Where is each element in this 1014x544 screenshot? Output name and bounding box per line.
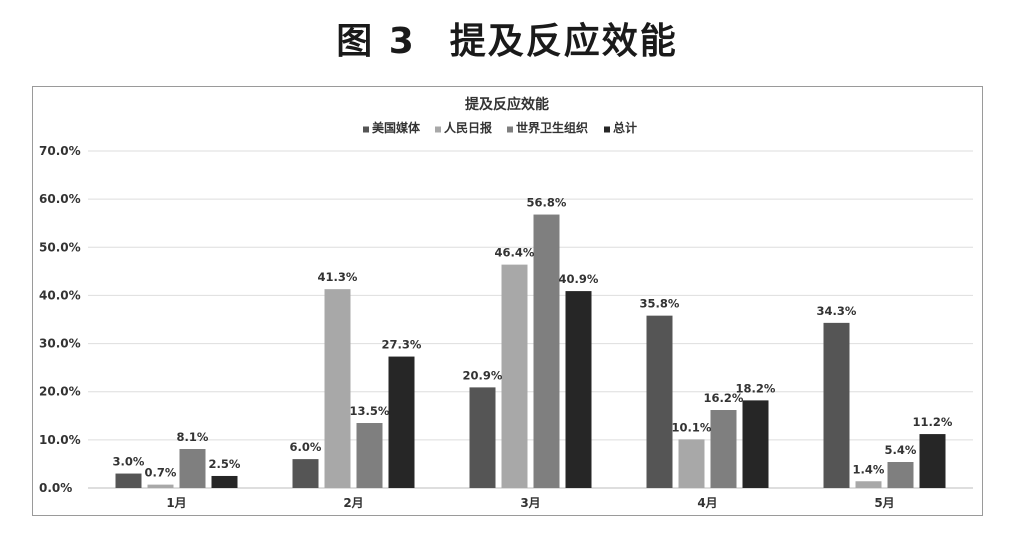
x-tick-label: 2月 bbox=[343, 496, 363, 510]
bar bbox=[855, 481, 882, 488]
legend-swatch bbox=[507, 126, 513, 133]
y-axis: 0.0% 10.0% 20.0% 30.0% 40.0% 50.0% 60.0% 70.0% bbox=[39, 144, 81, 495]
legend-label: 人民日报 bbox=[444, 120, 492, 135]
bar-chart: 提及反应效能 美国媒体 人民日报 世界卫生组织 总计 0.0% 10.0% 20.0% 30… bbox=[39, 96, 973, 510]
bar bbox=[469, 387, 496, 488]
data-label: 16.2% bbox=[704, 391, 744, 405]
data-label: 20.9% bbox=[463, 368, 503, 382]
bar bbox=[678, 439, 705, 488]
bar bbox=[147, 484, 174, 488]
bar bbox=[388, 356, 415, 488]
bars bbox=[115, 214, 946, 488]
figure-caption: 图 3 提及反应效能 bbox=[0, 12, 1014, 64]
data-label: 3.0% bbox=[113, 455, 145, 469]
y-tick-label: 30.0% bbox=[39, 337, 81, 351]
data-label: 34.3% bbox=[817, 304, 857, 318]
data-label: 27.3% bbox=[382, 338, 422, 352]
data-label: 40.9% bbox=[559, 272, 599, 286]
y-tick-label: 60.0% bbox=[39, 192, 81, 206]
gridlines bbox=[88, 150, 973, 489]
legend-label: 世界卫生组织 bbox=[516, 120, 588, 135]
bar bbox=[646, 315, 673, 488]
data-label: 35.8% bbox=[640, 297, 680, 311]
data-labels: 3.0%0.7% 8.1%2.5% 6.0% 41.3% 13.5% 27.3% 20.9%… bbox=[113, 196, 953, 480]
legend-label: 美国媒体 bbox=[372, 120, 421, 135]
x-tick-label: 4月 bbox=[697, 496, 717, 510]
legend: 美国媒体 人民日报 世界卫生组织 总计 bbox=[363, 120, 637, 135]
x-tick-label: 1月 bbox=[166, 496, 186, 510]
y-tick-label: 70.0% bbox=[39, 144, 81, 158]
data-label: 5.4% bbox=[885, 443, 917, 457]
data-label: 8.1% bbox=[177, 430, 209, 444]
data-label: 41.3% bbox=[318, 270, 358, 284]
data-label: 10.1% bbox=[672, 420, 712, 434]
y-tick-label: 0.0% bbox=[39, 481, 72, 495]
bar bbox=[115, 473, 142, 488]
bar bbox=[211, 475, 238, 488]
chart-title: 提及反应效能 bbox=[465, 96, 549, 113]
data-label: 1.4% bbox=[853, 462, 885, 476]
bar bbox=[179, 449, 206, 488]
bar bbox=[823, 322, 850, 488]
x-axis: 1月 2月 3月 4月 5月 bbox=[166, 496, 894, 510]
data-label: 11.2% bbox=[913, 415, 953, 429]
figure-number: 图 3 bbox=[336, 21, 416, 62]
legend-label: 总计 bbox=[613, 120, 637, 135]
data-label: 2.5% bbox=[209, 457, 241, 471]
data-label: 46.4% bbox=[495, 246, 535, 260]
legend-swatch bbox=[604, 126, 610, 133]
bar bbox=[919, 434, 946, 488]
bar bbox=[565, 291, 592, 488]
legend-swatch bbox=[363, 126, 369, 133]
bar bbox=[324, 289, 351, 488]
y-tick-label: 20.0% bbox=[39, 385, 81, 399]
data-label: 6.0% bbox=[290, 440, 322, 454]
bar bbox=[742, 400, 769, 488]
bar bbox=[887, 462, 914, 488]
data-label: 0.7% bbox=[145, 466, 177, 480]
bar bbox=[356, 423, 383, 488]
data-label: 13.5% bbox=[350, 404, 390, 418]
y-tick-label: 50.0% bbox=[39, 240, 81, 254]
data-label: 56.8% bbox=[527, 196, 567, 210]
bar bbox=[710, 410, 737, 488]
legend-swatch bbox=[435, 126, 441, 133]
y-tick-label: 40.0% bbox=[39, 288, 81, 302]
x-tick-label: 5月 bbox=[874, 496, 894, 510]
chart-frame: 提及反应效能 美国媒体 人民日报 世界卫生组织 总计 0.0% 10.0% 20.0% 30… bbox=[32, 86, 983, 516]
bar bbox=[533, 214, 560, 488]
x-tick-label: 3月 bbox=[520, 496, 540, 510]
data-label: 18.2% bbox=[736, 381, 776, 395]
figure-caption-text: 提及反应效能 bbox=[449, 21, 678, 62]
bar bbox=[292, 459, 319, 488]
bar bbox=[501, 264, 528, 488]
y-tick-label: 10.0% bbox=[39, 433, 81, 447]
